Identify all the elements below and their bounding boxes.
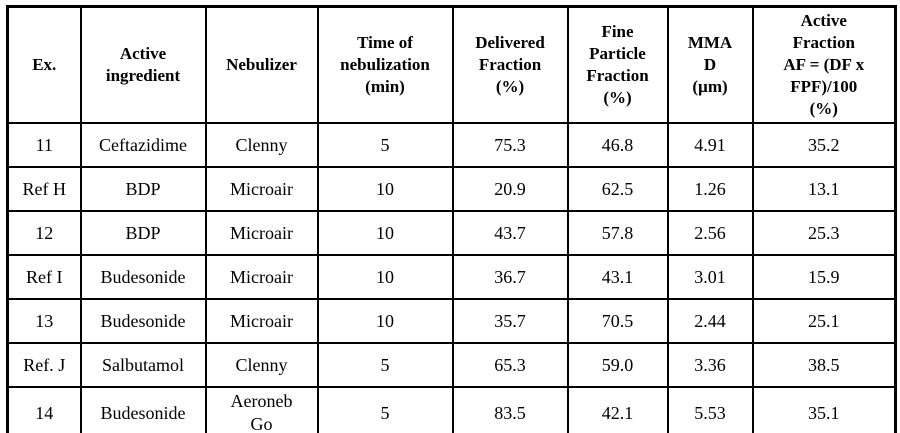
cell-delivered-fraction: 43.7 [451, 210, 569, 257]
cell-nebulizer: Clenny [204, 122, 319, 169]
cell-nebulizer: Microair [204, 298, 319, 345]
table-row: 12 BDP Microair 10 43.7 57.8 2.56 25.3 [6, 210, 897, 257]
cell-time-of-nebulization: 10 [316, 254, 454, 301]
cell-fine-particle-fraction: 57.8 [566, 210, 669, 257]
column-header-active-ingredient: Active ingredient [79, 5, 207, 125]
cell-delivered-fraction: 20.9 [451, 166, 569, 213]
cell-mmad: 4.91 [666, 122, 754, 169]
table-body: 11 Ceftazidime Clenny 5 75.3 46.8 4.91 3… [6, 122, 897, 433]
cell-ex: Ref. J [6, 342, 82, 389]
column-header-active-fraction: Active Fraction AF = (DF x FPF)/100 (%) [751, 5, 897, 125]
cell-time-of-nebulization: 5 [316, 386, 454, 433]
cell-nebulizer: Microair [204, 166, 319, 213]
nebulization-results-table: Ex. Active ingredient Nebulizer Time of … [6, 5, 897, 433]
cell-active-fraction: 15.9 [751, 254, 897, 301]
cell-time-of-nebulization: 5 [316, 342, 454, 389]
cell-time-of-nebulization: 10 [316, 210, 454, 257]
table-row: 11 Ceftazidime Clenny 5 75.3 46.8 4.91 3… [6, 122, 897, 169]
column-header-delivered-fraction: Delivered Fraction (%) [451, 5, 569, 125]
column-header-time-of-nebulization: Time of nebulization (min) [316, 5, 454, 125]
column-header-mmad: MMA D (µm) [666, 5, 754, 125]
cell-nebulizer: Clenny [204, 342, 319, 389]
cell-active-ingredient: Ceftazidime [79, 122, 207, 169]
cell-active-ingredient: Budesonide [79, 298, 207, 345]
table-row: Ref H BDP Microair 10 20.9 62.5 1.26 13.… [6, 166, 897, 213]
cell-active-ingredient: BDP [79, 210, 207, 257]
cell-ex: 14 [6, 386, 82, 433]
cell-active-fraction: 25.3 [751, 210, 897, 257]
cell-active-fraction: 25.1 [751, 298, 897, 345]
cell-mmad: 2.56 [666, 210, 754, 257]
cell-active-ingredient: BDP [79, 166, 207, 213]
column-header-ex: Ex. [6, 5, 82, 125]
cell-nebulizer: Microair [204, 210, 319, 257]
table-row: 13 Budesonide Microair 10 35.7 70.5 2.44… [6, 298, 897, 345]
cell-time-of-nebulization: 10 [316, 166, 454, 213]
cell-active-ingredient: Budesonide [79, 254, 207, 301]
cell-delivered-fraction: 83.5 [451, 386, 569, 433]
cell-time-of-nebulization: 10 [316, 298, 454, 345]
column-header-fine-particle-fraction: Fine Particle Fraction (%) [566, 5, 669, 125]
cell-ex: Ref I [6, 254, 82, 301]
cell-delivered-fraction: 35.7 [451, 298, 569, 345]
cell-time-of-nebulization: 5 [316, 122, 454, 169]
header-row: Ex. Active ingredient Nebulizer Time of … [6, 5, 897, 125]
cell-delivered-fraction: 36.7 [451, 254, 569, 301]
cell-fine-particle-fraction: 46.8 [566, 122, 669, 169]
cell-fine-particle-fraction: 62.5 [566, 166, 669, 213]
cell-mmad: 1.26 [666, 166, 754, 213]
cell-fine-particle-fraction: 59.0 [566, 342, 669, 389]
cell-mmad: 3.01 [666, 254, 754, 301]
cell-delivered-fraction: 75.3 [451, 122, 569, 169]
cell-active-ingredient: Budesonide [79, 386, 207, 433]
cell-delivered-fraction: 65.3 [451, 342, 569, 389]
table-header: Ex. Active ingredient Nebulizer Time of … [6, 5, 897, 125]
cell-active-ingredient: Salbutamol [79, 342, 207, 389]
cell-fine-particle-fraction: 43.1 [566, 254, 669, 301]
cell-fine-particle-fraction: 42.1 [566, 386, 669, 433]
cell-active-fraction: 35.2 [751, 122, 897, 169]
cell-ex: 11 [6, 122, 82, 169]
table-row: 14 Budesonide Aeroneb Go 5 83.5 42.1 5.5… [6, 386, 897, 433]
cell-nebulizer: Aeroneb Go [204, 386, 319, 433]
table-row: Ref I Budesonide Microair 10 36.7 43.1 3… [6, 254, 897, 301]
cell-active-fraction: 35.1 [751, 386, 897, 433]
cell-mmad: 2.44 [666, 298, 754, 345]
cell-mmad: 3.36 [666, 342, 754, 389]
cell-fine-particle-fraction: 70.5 [566, 298, 669, 345]
cell-ex: 13 [6, 298, 82, 345]
table-row: Ref. J Salbutamol Clenny 5 65.3 59.0 3.3… [6, 342, 897, 389]
column-header-nebulizer: Nebulizer [204, 5, 319, 125]
cell-active-fraction: 38.5 [751, 342, 897, 389]
cell-active-fraction: 13.1 [751, 166, 897, 213]
cell-ex: 12 [6, 210, 82, 257]
cell-ex: Ref H [6, 166, 82, 213]
cell-mmad: 5.53 [666, 386, 754, 433]
cell-nebulizer: Microair [204, 254, 319, 301]
